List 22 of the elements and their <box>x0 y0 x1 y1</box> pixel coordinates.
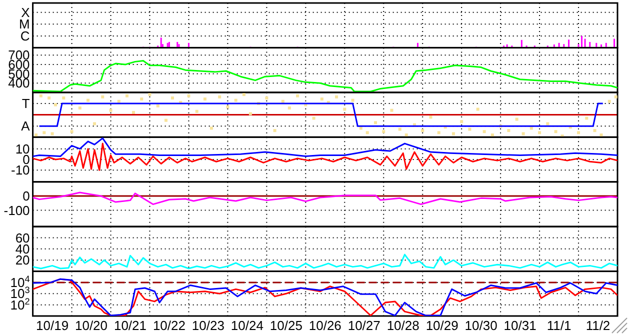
y-tick-label: 20 <box>15 252 30 268</box>
y-tick-label: 60 <box>15 230 30 246</box>
y-tick-label: -100 <box>4 202 30 218</box>
x-tick-label: 10/23 <box>192 318 224 333</box>
x-tick-label: 10/19 <box>36 318 69 333</box>
x-tick-label: 10/26 <box>308 318 342 333</box>
x-tick-label: 10/24 <box>230 318 264 333</box>
text: T <box>22 96 30 112</box>
x-tick-label: 11/2 <box>586 318 610 333</box>
x-tick-label: 10/21 <box>114 318 147 333</box>
text: A <box>21 118 30 134</box>
x-tick-label: 10/29 <box>426 318 458 333</box>
y-tick-label: 10 <box>15 141 30 156</box>
x-tick-label: 10/30 <box>464 318 498 333</box>
x-tick-label: 10/31 <box>504 318 536 333</box>
x-tick-label: 10/22 <box>152 318 186 333</box>
y-tick-label: 0 <box>22 188 30 204</box>
x-tick-label: 11/1 <box>546 318 572 333</box>
x-tick-label: 10/20 <box>74 318 108 333</box>
x-tick-label: 10/27 <box>348 318 380 333</box>
x-tick-label: 10/25 <box>270 318 302 333</box>
x-tick-label: 10/28 <box>386 318 420 333</box>
